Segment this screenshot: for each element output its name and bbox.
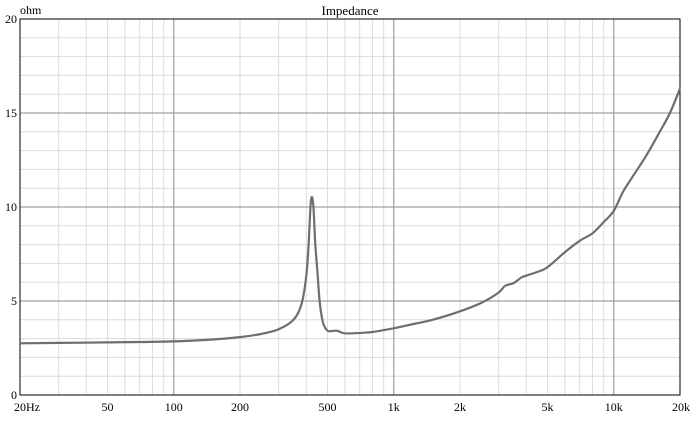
x-tick-label: 500 (319, 400, 337, 414)
y-tick-label: 20 (5, 12, 17, 26)
x-tick-label: 10k (605, 400, 623, 414)
y-tick-label: 5 (11, 294, 17, 308)
x-tick-label: 2k (454, 400, 466, 414)
x-tick-labels: 20Hz 50 100 200 500 1k 2k 5k 10k 20k (14, 400, 690, 414)
major-grid (20, 19, 680, 395)
y-tick-label: 10 (5, 200, 17, 214)
x-tick-label: 5k (542, 400, 554, 414)
x-tick-label: 1k (388, 400, 400, 414)
chart-title: Impedance (321, 3, 378, 18)
x-tick-label: 50 (102, 400, 114, 414)
impedance-series-line (19, 88, 682, 345)
x-tick-label: 20Hz (14, 400, 40, 414)
y-axis-unit-label: ohm (20, 3, 42, 17)
y-tick-label: 15 (5, 106, 17, 120)
x-tick-label: 200 (231, 400, 249, 414)
plot-frame (19, 18, 681, 396)
x-tick-label: 20k (672, 400, 690, 414)
y-tick-labels: 0 5 10 15 20 (5, 12, 17, 402)
series-layer (19, 88, 682, 345)
y-tick-label: 0 (11, 388, 17, 402)
x-tick-label: 100 (165, 400, 183, 414)
